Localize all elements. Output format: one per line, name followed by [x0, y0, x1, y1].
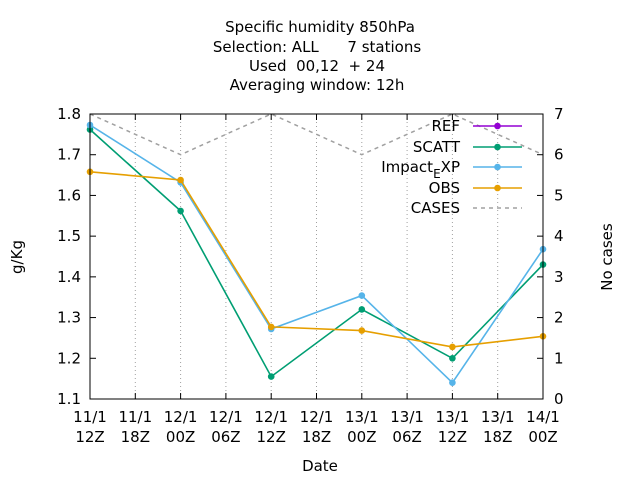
y2-tick-label: 1 — [554, 349, 564, 367]
y2-tick-label: 3 — [554, 268, 564, 286]
data-point-impact-exp — [358, 292, 366, 299]
y2-tick-label: 6 — [554, 146, 564, 164]
legend-marker-obs — [494, 184, 501, 192]
x-tick-label-date: 12/1 — [164, 408, 198, 426]
x-tick-label-hour: 00Z — [528, 428, 557, 446]
data-point-impact-exp — [449, 379, 456, 387]
x-tick-label-date: 13/1 — [345, 408, 379, 426]
y-tick-label: 1.4 — [57, 268, 81, 286]
x-tick-label-hour: 12Z — [75, 428, 104, 446]
y-tick-label: 1.5 — [57, 227, 81, 245]
data-point-scatt — [177, 207, 184, 215]
x-tick-label-hour: 06Z — [392, 428, 421, 446]
x-tick-label-hour: 18Z — [121, 428, 150, 446]
y2-tick-label: 2 — [554, 309, 564, 327]
x-tick-label-hour: 12Z — [438, 428, 467, 446]
y-tick-label: 1.3 — [57, 309, 81, 327]
x-tick-label-date: 11/1 — [118, 408, 152, 426]
series-line-cases — [89, 113, 544, 156]
legend-label-scatt: SCATT — [413, 138, 461, 156]
y2-tick-label: 7 — [554, 105, 564, 123]
series-line-scatt — [89, 128, 544, 378]
x-tick-label-hour: 18Z — [302, 428, 331, 446]
x-tick-label-date: 13/1 — [481, 408, 515, 426]
y2-tick-label: 0 — [554, 390, 564, 408]
data-point-obs — [358, 327, 366, 334]
x-tick-label-hour: 00Z — [166, 428, 195, 446]
x-tick-label-hour: 00Z — [347, 428, 376, 446]
title-line-2: Selection: ALL 7 stations — [213, 38, 421, 56]
data-point-obs — [177, 176, 184, 184]
plot-frame — [89, 113, 544, 400]
legend-label-cases: CASES — [411, 199, 460, 217]
series-line-impact-exp — [89, 124, 544, 384]
data-point-scatt — [267, 373, 275, 380]
y-axis-label: g/Kg — [8, 240, 26, 274]
title-line-1: Specific humidity 850hPa — [225, 18, 415, 36]
cases-series — [89, 113, 544, 156]
x-tick-label-hour: 06Z — [211, 428, 240, 446]
x-tick-label-hour: 18Z — [483, 428, 512, 446]
y-tick-label: 1.8 — [57, 105, 81, 123]
y-tick-label: 1.2 — [57, 349, 81, 367]
x-tick-label-hour: 12Z — [257, 428, 286, 446]
x-axis-label: Date — [302, 457, 338, 475]
x-tick-label-date: 12/1 — [300, 408, 334, 426]
x-tick-label-date: 13/1 — [390, 408, 424, 426]
legend-label-obs: OBS — [429, 179, 460, 197]
x-tick-label-date: 13/1 — [436, 408, 470, 426]
title-line-4: Averaging window: 12h — [230, 76, 405, 94]
x-tick-label-date: 12/1 — [209, 408, 243, 426]
grid — [134, 114, 499, 399]
legend-marker-scatt — [494, 143, 501, 151]
y2-tick-label: 5 — [554, 186, 564, 204]
chart-title: Specific humidity 850hPa Selection: ALL … — [213, 18, 421, 94]
axis-ticks: 11/1 12Z 11/1 18Z 12/1 00Z 12/1 06Z 12/1 12Z 12/1 1… — [57, 105, 563, 446]
data-point-obs — [267, 323, 275, 331]
legend-label-impact-exp: ImpactEXP — [381, 158, 460, 181]
title-line-3: Used 00,12 + 24 — [249, 57, 385, 75]
y-tick-label: 1.7 — [57, 146, 81, 164]
data-series — [86, 121, 547, 387]
x-tick-label-date: 14/1 — [526, 408, 560, 426]
y2-tick-label: 4 — [554, 227, 564, 245]
legend-marker-ref — [494, 122, 501, 130]
data-point-obs — [449, 343, 456, 351]
data-point-scatt — [449, 355, 456, 362]
y-tick-label: 1.6 — [57, 186, 81, 204]
legend-marker-impact-exp — [494, 163, 501, 171]
x-tick-label-date: 11/1 — [73, 408, 107, 426]
y-tick-label: 1.1 — [57, 390, 81, 408]
legend-label-ref: REF — [431, 117, 460, 135]
series-line-obs — [89, 171, 544, 348]
y2-axis-label: No cases — [598, 223, 616, 291]
data-point-scatt — [358, 306, 366, 313]
x-tick-label-date: 12/1 — [254, 408, 288, 426]
